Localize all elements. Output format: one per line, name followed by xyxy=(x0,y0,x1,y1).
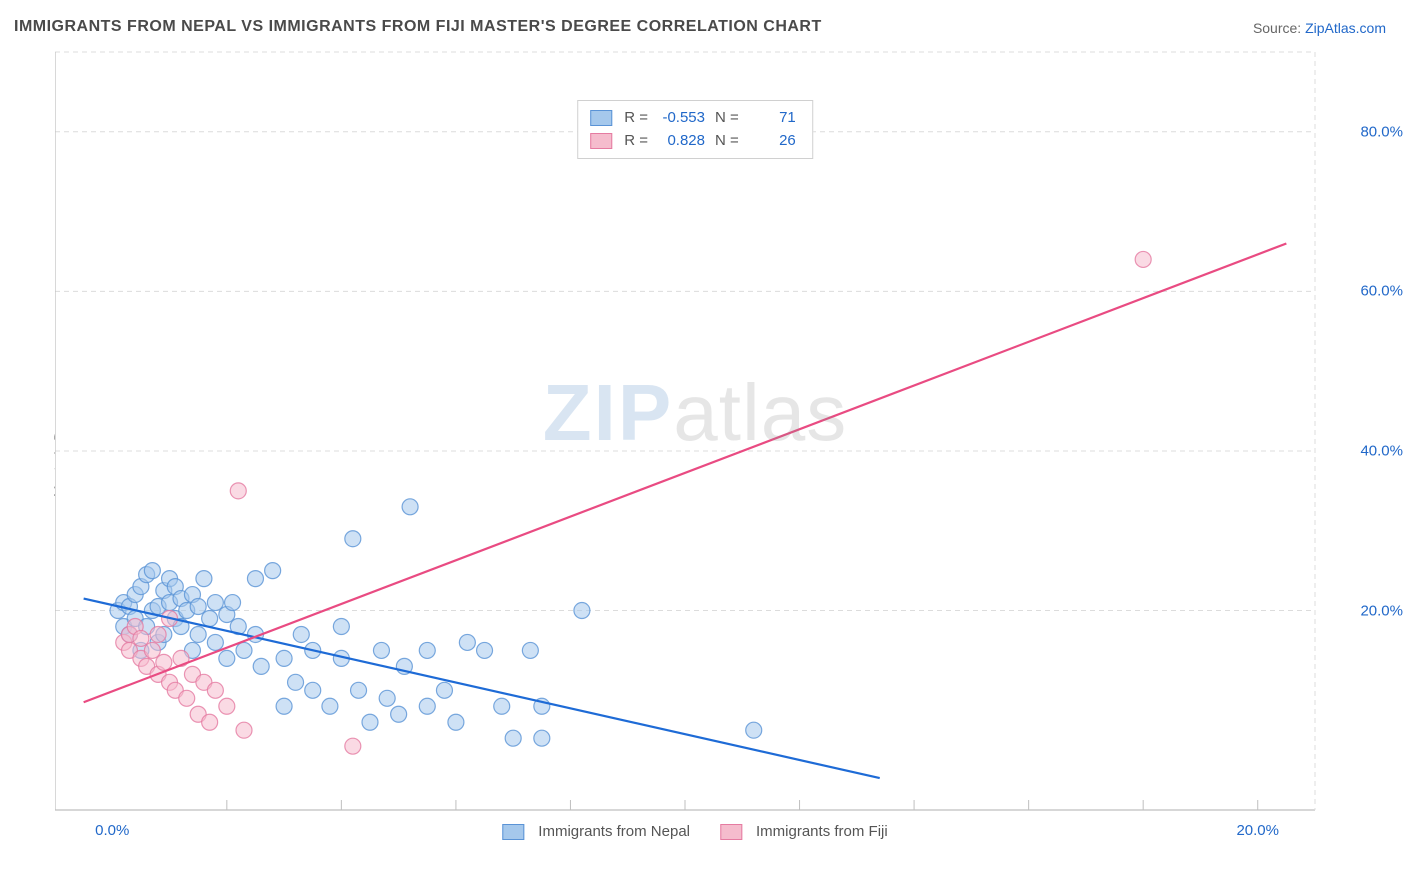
legend-item-fiji: Immigrants from Fiji xyxy=(720,823,888,840)
y-tick-label: 20.0% xyxy=(1360,602,1403,619)
source-citation: Source: ZipAtlas.com xyxy=(1253,20,1386,36)
series-legend: Immigrants from Nepal Immigrants from Fi… xyxy=(502,823,887,840)
correlation-row-nepal: R = -0.553 N = 71 xyxy=(590,107,800,130)
swatch-fiji xyxy=(590,133,612,149)
r-label: R = xyxy=(624,107,648,130)
r-value-nepal: -0.553 xyxy=(654,107,709,130)
legend-label-nepal: Immigrants from Nepal xyxy=(538,823,690,840)
chart-title: IMMIGRANTS FROM NEPAL VS IMMIGRANTS FROM… xyxy=(14,18,822,36)
n-label: N = xyxy=(715,107,739,130)
n-value-nepal: 71 xyxy=(745,107,800,130)
chart-area: ZIPatlas R = -0.553 N = 71 R = 0.828 N =… xyxy=(55,50,1335,840)
y-tick-label: 80.0% xyxy=(1360,123,1403,140)
y-tick-label: 60.0% xyxy=(1360,283,1403,300)
swatch-nepal xyxy=(590,110,612,126)
y-tick-label: 40.0% xyxy=(1360,442,1403,459)
source-label: Source: xyxy=(1253,20,1305,36)
legend-item-nepal: Immigrants from Nepal xyxy=(502,823,690,840)
correlation-row-fiji: R = 0.828 N = 26 xyxy=(590,130,800,153)
legend-label-fiji: Immigrants from Fiji xyxy=(756,823,888,840)
scatter-plot-svg xyxy=(55,50,1335,840)
source-link[interactable]: ZipAtlas.com xyxy=(1305,20,1386,36)
r-value-fiji: 0.828 xyxy=(654,130,709,153)
x-tick-label: 20.0% xyxy=(1236,822,1279,839)
n-value-fiji: 26 xyxy=(745,130,800,153)
legend-swatch-fiji xyxy=(720,824,742,840)
n-label: N = xyxy=(715,130,739,153)
r-label: R = xyxy=(624,130,648,153)
legend-swatch-nepal xyxy=(502,824,524,840)
correlation-legend: R = -0.553 N = 71 R = 0.828 N = 26 xyxy=(577,100,813,159)
x-tick-label: 0.0% xyxy=(95,822,129,839)
